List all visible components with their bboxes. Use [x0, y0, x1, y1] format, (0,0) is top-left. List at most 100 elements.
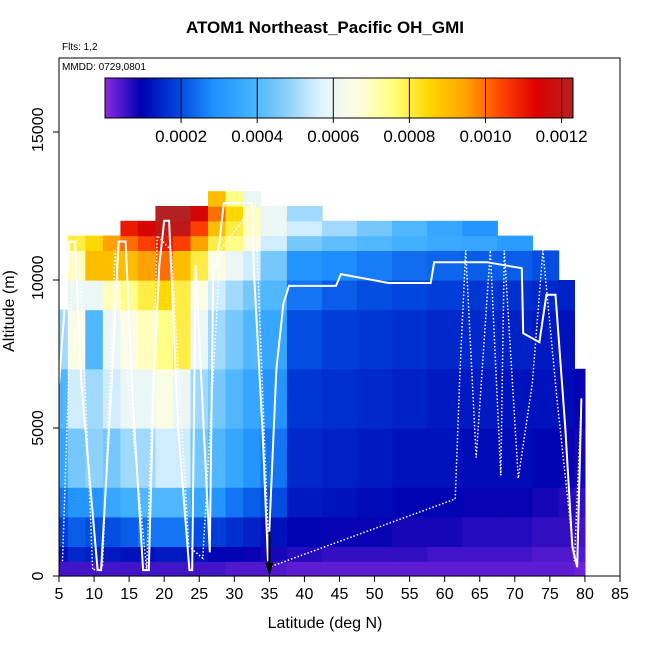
heatmap-cell	[173, 561, 192, 577]
heatmap-cell	[102, 235, 121, 251]
heatmap-cell	[59, 368, 69, 429]
heatmap-cell	[322, 546, 358, 562]
heatmap-cell	[225, 487, 244, 518]
heatmap-cell	[137, 280, 156, 311]
heatmap-cell	[532, 561, 560, 577]
heatmap-cell	[59, 561, 69, 577]
heatmap-cell	[427, 546, 463, 562]
x-tick-label: 20	[155, 586, 174, 603]
heatmap-cell	[322, 368, 358, 429]
heatmap-cell	[392, 516, 428, 547]
heatmap-cell	[67, 309, 86, 370]
colorbar-tick-label: 0.0004	[231, 127, 284, 146]
heatmap-cell	[497, 280, 533, 311]
heatmap-cell	[532, 250, 560, 281]
heatmap-cell	[120, 516, 139, 547]
heatmap-cell	[427, 428, 463, 488]
heatmap-cell	[497, 487, 533, 518]
heatmap-cell	[462, 280, 498, 311]
heatmap-cell	[208, 191, 227, 207]
flights-annotation: Flts: 1,2	[62, 42, 98, 53]
heatmap-cell	[286, 309, 323, 370]
heatmap-cell	[260, 220, 288, 237]
heatmap-cell	[497, 516, 533, 547]
heatmap-cell	[322, 561, 358, 577]
heatmap-cell	[286, 250, 323, 281]
heatmap-cell	[225, 546, 244, 562]
heatmap-cell	[173, 235, 192, 251]
heatmap-cell	[190, 235, 209, 251]
heatmap-cell	[225, 206, 244, 222]
heatmap-cell	[155, 309, 174, 370]
heatmap-cell	[102, 546, 121, 562]
heatmap-cell	[155, 516, 174, 547]
heatmap-cell	[85, 309, 104, 370]
heatmap-cell	[67, 487, 86, 518]
y-axis-title: Altitude (m)	[1, 270, 18, 352]
heatmap-cell	[208, 516, 227, 547]
heatmap-cell	[137, 309, 156, 370]
heatmap-cell	[67, 428, 86, 488]
heatmap-cell	[322, 516, 358, 547]
heatmap-cell	[392, 487, 428, 518]
y-tick-label: 10000	[30, 255, 47, 301]
heatmap-cell	[173, 487, 192, 518]
heatmap-cell	[225, 220, 244, 237]
heatmap-cell	[286, 487, 323, 518]
colorbar-tick-label: 0.0002	[155, 127, 208, 146]
heatmap-cell	[322, 280, 358, 311]
heatmap-cell	[225, 561, 244, 577]
x-tick-label: 5	[54, 586, 64, 603]
heatmap-cell	[286, 428, 323, 488]
heatmap-cell	[532, 428, 560, 488]
heatmap-cell	[137, 368, 156, 429]
heatmap-cell	[190, 250, 209, 281]
heatmap-cell	[427, 309, 463, 370]
flight-track-dotted	[61, 200, 583, 572]
heatmap-cell	[322, 487, 358, 518]
heatmap-cell	[243, 487, 262, 518]
heatmap-cell	[102, 280, 121, 311]
x-tick-label: 85	[611, 586, 629, 603]
heatmap-cell	[427, 280, 463, 311]
heatmap-cell	[427, 487, 463, 518]
heatmap-cell	[532, 487, 560, 518]
heatmap-cell	[85, 235, 104, 251]
colorbar-tick-label: 0.0006	[307, 127, 360, 146]
heatmap-cell	[427, 220, 463, 237]
heatmap-cell	[225, 309, 244, 370]
heatmap-cell	[208, 220, 227, 237]
heatmap-cell	[59, 546, 69, 562]
heatmap-cell	[392, 428, 428, 488]
heatmap-cell	[85, 546, 104, 562]
heatmap-cell	[574, 368, 586, 429]
y-tick-label: 5000	[30, 410, 47, 446]
heatmap-cell	[462, 487, 498, 518]
heatmap-cell	[225, 368, 244, 429]
heatmap-cell	[260, 516, 288, 547]
heatmap-cell	[208, 561, 227, 577]
heatmap-cell	[497, 546, 533, 562]
heatmap-cell	[225, 191, 244, 207]
heatmap-cell	[392, 235, 428, 251]
heatmap-cell	[357, 546, 393, 562]
heatmap-cell	[357, 220, 393, 237]
heatmap-cell	[574, 546, 586, 562]
heatmap-cell	[558, 546, 575, 562]
x-tick-label: 40	[295, 586, 314, 603]
heatmap-cell	[392, 561, 428, 577]
colorbar-tick-label: 0.0010	[459, 127, 512, 146]
heatmap-cell	[67, 561, 86, 577]
x-tick-label: 70	[505, 586, 524, 603]
heatmap-cell	[462, 516, 498, 547]
heatmap-cell	[260, 309, 288, 370]
heatmap-cell	[286, 516, 323, 547]
heatmap-cell	[392, 309, 428, 370]
heatmap-cell	[260, 546, 288, 562]
heatmap-cell	[120, 220, 139, 237]
heatmap-cell	[190, 487, 209, 518]
heatmap-cell	[173, 546, 192, 562]
heatmap-cell	[427, 368, 463, 429]
heatmap-cell	[102, 309, 121, 370]
heatmap-cell	[243, 546, 262, 562]
